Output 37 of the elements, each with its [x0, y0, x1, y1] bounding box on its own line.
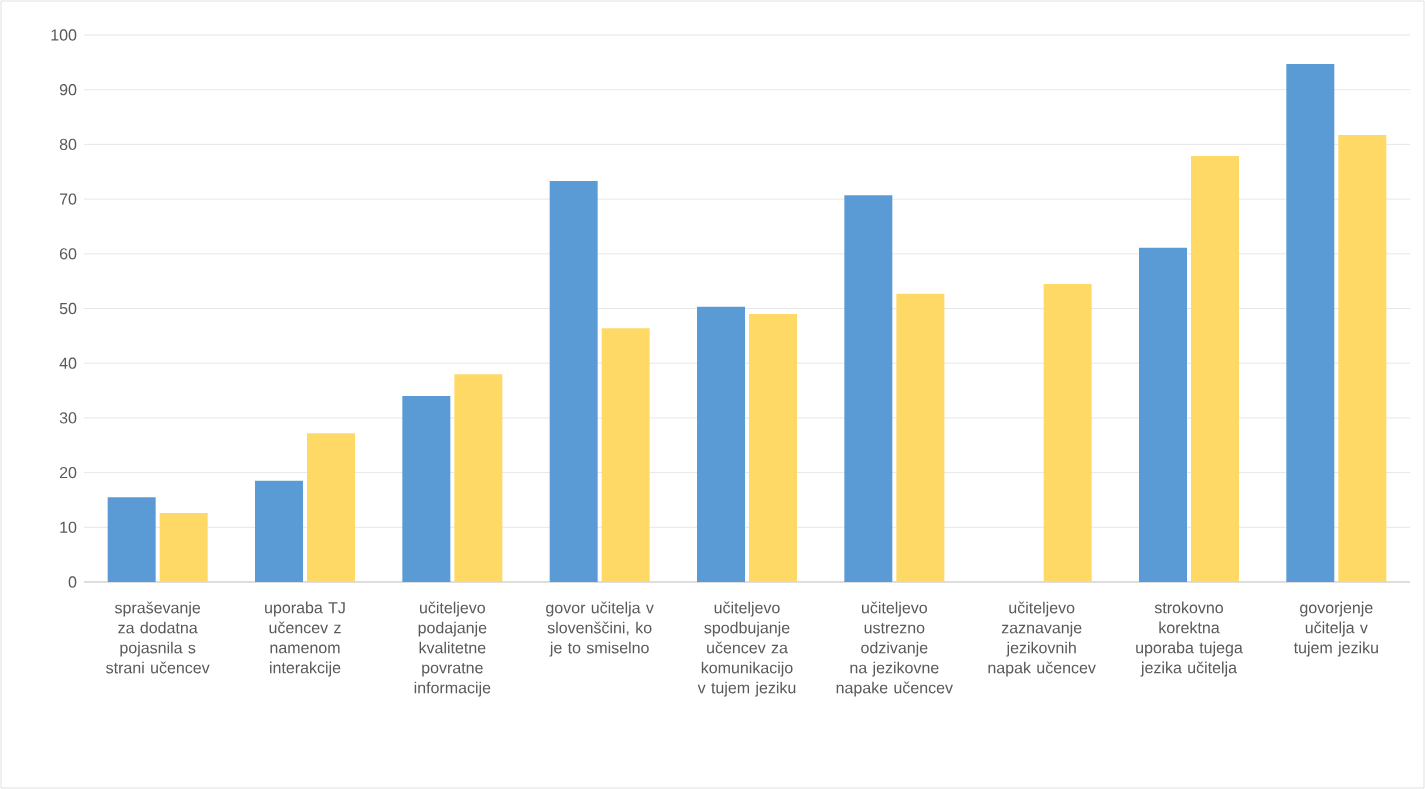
y-tick-label: 90 [59, 84, 77, 96]
bar [159, 513, 208, 582]
y-tick-label: 40 [59, 357, 77, 369]
bar [1286, 63, 1335, 582]
y-tick-label: 0 [68, 576, 77, 588]
x-tick-label: učiteljevo zaznavanje jezikovnih napak učencev [988, 601, 1096, 677]
bar [255, 480, 303, 582]
bar [1043, 283, 1092, 582]
x-tick-label: govor učitelja v slovenščini, ko je to smiselno [546, 601, 654, 657]
y-tick-label: 60 [59, 248, 77, 260]
bar [402, 396, 451, 582]
bar [697, 306, 745, 582]
bar [454, 374, 503, 582]
bar [549, 181, 598, 582]
y-tick-label: 100 [51, 29, 77, 41]
x-tick-label: učiteljevo spodbujanje učencev za komunikacijo v tujem jeziku [697, 601, 796, 697]
x-tick-label: uporaba TJ učencev z namenom interakcije [265, 601, 345, 677]
bar [1191, 155, 1239, 582]
y-tick-label: 80 [59, 138, 77, 151]
y-tick-label: 70 [59, 193, 77, 205]
y-tick-label: 30 [59, 412, 77, 424]
x-tick-label: spraševanje za dodatna pojasnila s strani učencev [106, 601, 210, 674]
bar [844, 195, 893, 582]
bar [749, 313, 798, 582]
x-tick-label: govorjenje učitelja v tujem jeziku [1293, 601, 1378, 657]
x-tick-label: strokovno korektna uporaba tujega jezika učitelja [1136, 601, 1243, 677]
bar [601, 328, 650, 582]
bar [1139, 247, 1188, 582]
bar [896, 293, 945, 582]
x-tick-label: učiteljevo podajanje kvalitetne povratne informacije [414, 601, 491, 697]
y-tick-label: 50 [59, 302, 77, 315]
bar [1338, 135, 1387, 582]
x-tick-label: učiteljevo ustrezno odzivanje na jezikovne napake učencev [836, 601, 953, 697]
bar [107, 497, 156, 582]
y-tick-label: 20 [59, 466, 77, 479]
y-tick-label: 10 [60, 521, 77, 533]
bar [307, 433, 356, 582]
